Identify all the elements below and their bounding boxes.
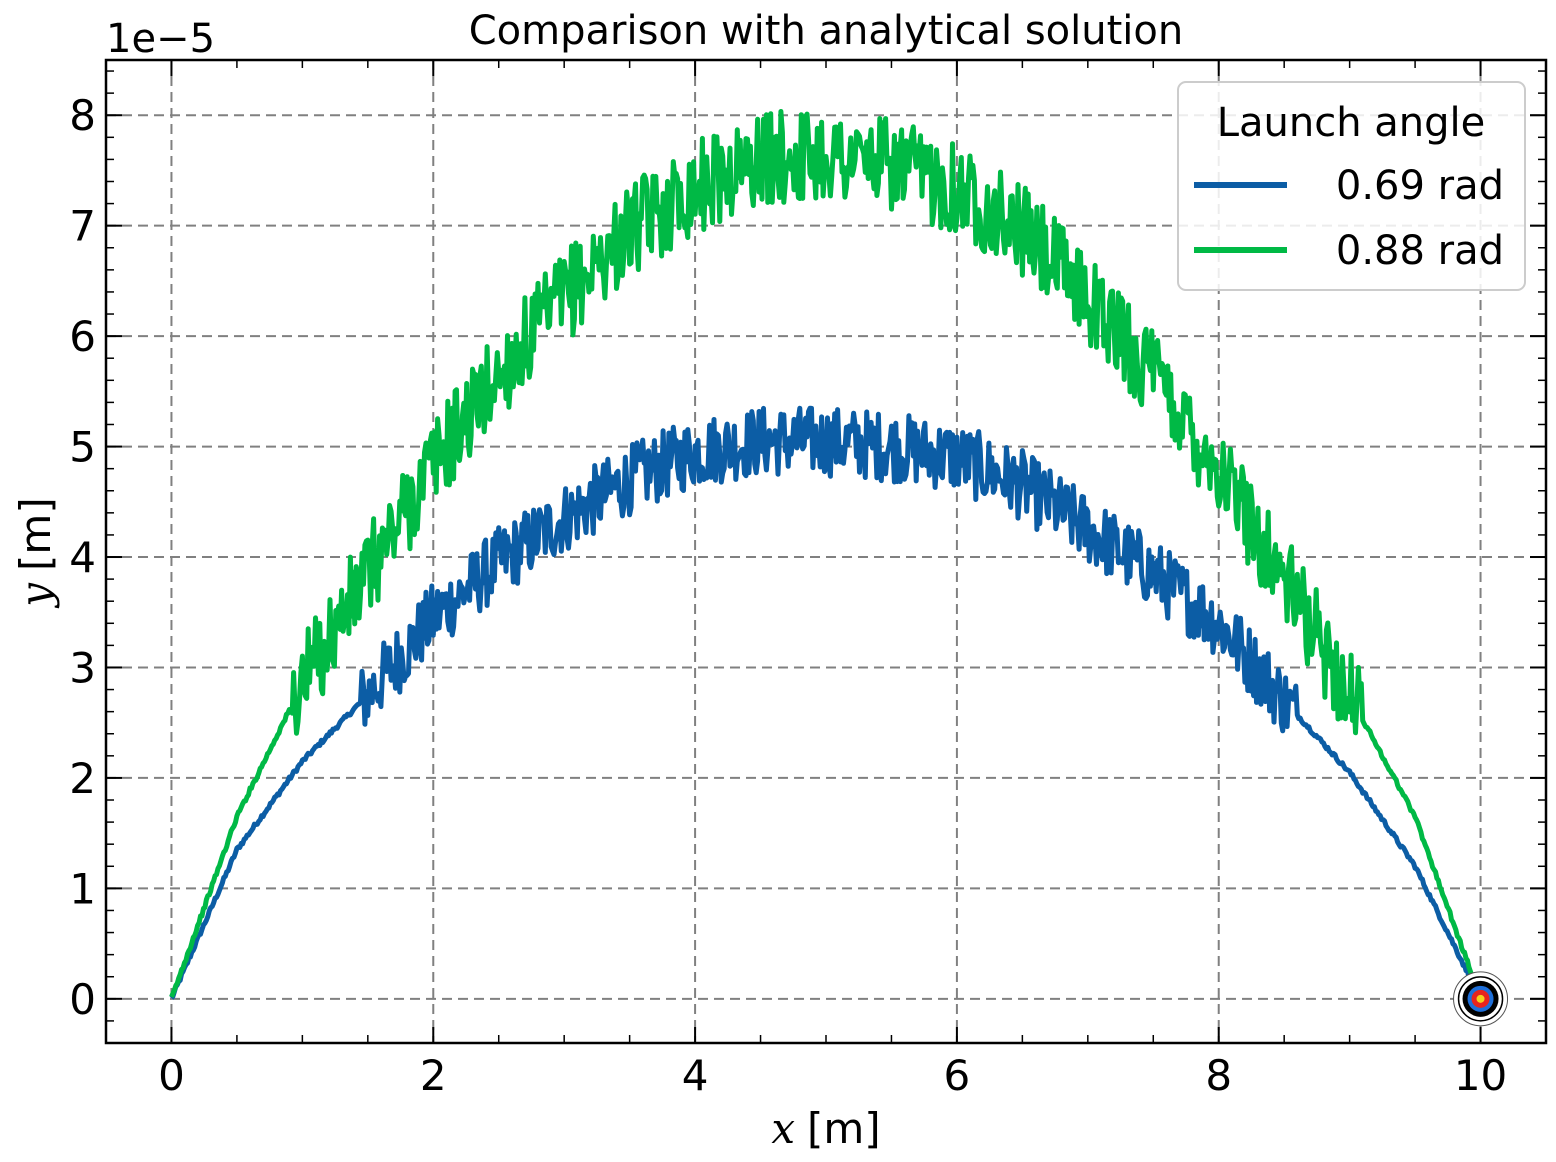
y-tick-label: 8 <box>69 91 96 140</box>
y-tick-label: 2 <box>69 754 96 803</box>
x-tick-label: 6 <box>944 1051 971 1100</box>
y-tick-labels: 0 1 2 3 4 5 6 7 8 <box>69 91 96 1024</box>
legend-box <box>1177 81 1526 291</box>
y-axis-unit: [m] <box>11 497 60 571</box>
x-tick-label: 2 <box>420 1051 447 1100</box>
bullseye-ring <box>1476 994 1485 1003</box>
x-tick-label: 10 <box>1454 1051 1507 1100</box>
legend-title: Launch angle <box>1217 100 1486 146</box>
x-tick-label: 4 <box>682 1051 709 1100</box>
y-axis-var: y <box>11 582 60 609</box>
legend-label-series-1: 0.69 rad <box>1336 163 1504 209</box>
x-axis-var: x <box>771 1104 795 1153</box>
x-tick-labels: 0 2 4 6 8 10 <box>158 1051 1507 1100</box>
legend-label-series-2: 0.88 rad <box>1336 228 1504 274</box>
y-tick-label: 7 <box>69 202 96 251</box>
series-line-1 <box>169 405 1483 1000</box>
chart-title: Comparison with analytical solution <box>469 8 1183 54</box>
target-marker <box>1453 971 1509 1027</box>
x-tick-label: 0 <box>158 1051 185 1100</box>
x-axis-label: x [m] <box>771 1104 880 1153</box>
series-lines <box>169 109 1483 1000</box>
y-tick-label: 5 <box>69 423 96 472</box>
series-line-2 <box>169 109 1483 1000</box>
y-tick-label: 0 <box>69 975 96 1024</box>
bullseye-target-icon <box>1453 971 1509 1027</box>
x-axis-unit: [m] <box>807 1104 881 1153</box>
y-tick-label: 1 <box>69 864 96 913</box>
axis-ticks <box>105 60 1547 1043</box>
plot-frame <box>104 58 1548 1045</box>
y-offset-text: 1e−5 <box>106 16 215 62</box>
y-tick-label: 4 <box>69 533 96 582</box>
x-tick-label: 8 <box>1205 1051 1232 1100</box>
y-tick-label: 3 <box>69 643 96 692</box>
y-tick-label: 6 <box>69 312 96 361</box>
legend: Launch angle 0.69 rad 0.88 rad <box>1177 81 1526 291</box>
y-axis-label: y [m] <box>11 497 60 608</box>
